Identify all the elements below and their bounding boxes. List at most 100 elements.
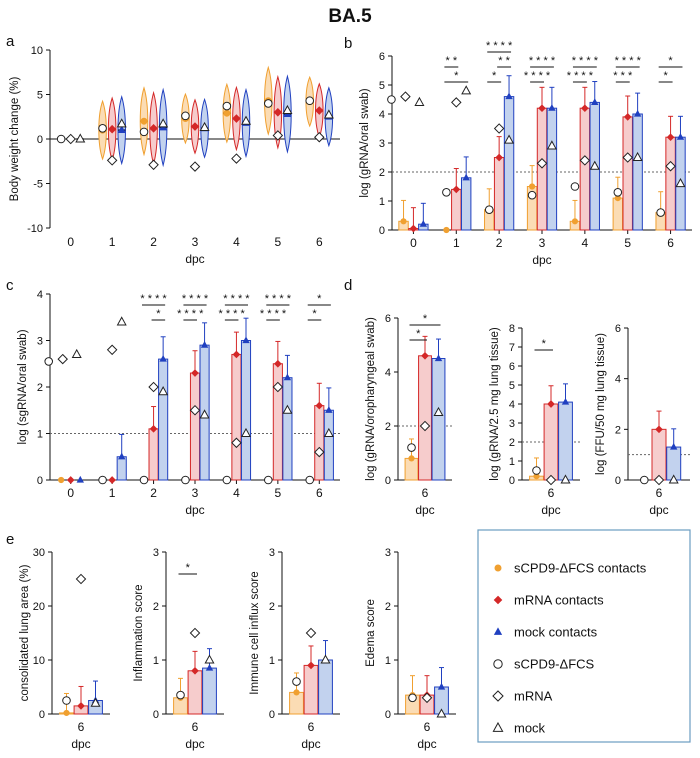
control-point bbox=[493, 123, 505, 134]
y-tick-label: 1 bbox=[269, 655, 275, 667]
x-tick-label: 5 bbox=[624, 236, 631, 250]
bar bbox=[404, 457, 419, 481]
bar bbox=[303, 664, 319, 715]
data-point bbox=[408, 455, 415, 462]
control-point bbox=[484, 205, 494, 214]
significance-label: * bbox=[668, 55, 673, 67]
data-point bbox=[495, 153, 503, 162]
significance-label: * bbox=[423, 313, 428, 325]
bar bbox=[323, 409, 334, 481]
control-point bbox=[116, 118, 127, 128]
control-point bbox=[656, 208, 665, 217]
data-point bbox=[66, 476, 75, 484]
y-tick-label: 3 bbox=[37, 336, 43, 348]
panel-a: a -10 -5 0 5 10 0 1 2 3 4 5 6 dpc Body weight change (… bbox=[6, 33, 340, 266]
data-point bbox=[633, 109, 642, 117]
bar bbox=[543, 403, 559, 481]
data-point bbox=[400, 218, 407, 225]
control-point bbox=[189, 161, 201, 172]
data-point bbox=[232, 114, 241, 123]
bar bbox=[116, 456, 127, 481]
data-point bbox=[421, 351, 429, 360]
significance-label: * bbox=[312, 308, 317, 320]
data-point bbox=[315, 401, 324, 410]
control-point bbox=[222, 101, 232, 111]
control-point bbox=[116, 316, 127, 326]
data-point bbox=[437, 682, 446, 690]
y-axis-label: Edema score bbox=[365, 599, 377, 667]
y-tick-label: 7 bbox=[509, 342, 515, 354]
x-tick-label: 1 bbox=[453, 236, 460, 250]
control-point bbox=[75, 573, 87, 585]
x-axis-label: dpc bbox=[71, 737, 90, 751]
y-tick-label: 2 bbox=[269, 601, 275, 613]
y-tick-label: 10 bbox=[31, 45, 43, 57]
bar bbox=[231, 353, 242, 481]
y-axis-label: log (gRNA/oral swab) bbox=[359, 88, 371, 197]
legend-marker bbox=[493, 659, 503, 669]
x-axis-label: dpc bbox=[417, 737, 436, 751]
y-tick-label: 6 bbox=[385, 313, 391, 325]
data-point bbox=[149, 124, 158, 133]
y-tick-label: 2 bbox=[385, 601, 391, 613]
data-point bbox=[118, 452, 126, 460]
legend-marker bbox=[493, 627, 503, 635]
bar bbox=[622, 116, 633, 231]
panel-letter: e bbox=[6, 531, 14, 548]
legend-marker bbox=[494, 564, 502, 572]
x-tick-label: 6 bbox=[316, 235, 323, 249]
y-axis-label: Body weight change (%) bbox=[9, 77, 21, 202]
y-tick-label: 0 bbox=[379, 225, 385, 237]
y-tick-label: 3 bbox=[385, 547, 391, 559]
x-tick-label: 2 bbox=[150, 486, 157, 500]
data-point bbox=[538, 104, 546, 113]
y-tick-label: 1 bbox=[509, 456, 515, 468]
panel-e-3: 0 1 2 3 6 dpc Immune cell influx score bbox=[249, 547, 340, 751]
control-point bbox=[433, 406, 444, 417]
legend-marker bbox=[492, 721, 504, 732]
bar bbox=[148, 428, 159, 481]
control-point bbox=[282, 104, 293, 115]
control-point bbox=[272, 130, 284, 141]
x-tick-label: 3 bbox=[192, 235, 199, 249]
control-point bbox=[570, 182, 580, 191]
significance-label: * bbox=[186, 562, 191, 574]
control-point bbox=[305, 96, 315, 106]
data-point bbox=[190, 122, 200, 131]
y-axis-label: log (gRNA/oropharyngeal swab) bbox=[365, 317, 377, 481]
significance-label: * * bbox=[446, 55, 458, 67]
x-axis-label: dpc bbox=[541, 503, 560, 517]
control-point bbox=[240, 115, 252, 125]
significance-label: * bbox=[663, 70, 668, 82]
x-tick-label: 6 bbox=[667, 236, 674, 250]
y-tick-label: 2 bbox=[153, 601, 159, 613]
x-tick-label: 3 bbox=[539, 236, 546, 250]
y-tick-label: 4 bbox=[379, 109, 385, 121]
control-point bbox=[536, 158, 548, 169]
data-point bbox=[443, 226, 450, 234]
data-point bbox=[77, 702, 85, 710]
x-tick-label: 6 bbox=[424, 720, 431, 734]
legend-label: sCPD9-ΔFCS bbox=[514, 657, 595, 672]
bar bbox=[651, 428, 667, 481]
bar bbox=[272, 363, 283, 481]
y-tick-label: 6 bbox=[379, 51, 385, 63]
data-point bbox=[283, 373, 292, 381]
legend-marker bbox=[492, 690, 504, 702]
control-point bbox=[504, 134, 515, 144]
panel-d-1: d 0 2 4 6 6 dpc log (gRNA/oropharyngeal swab) ** bbox=[344, 277, 452, 517]
y-tick-label: 3 bbox=[153, 547, 159, 559]
panel-letter: b bbox=[344, 35, 352, 52]
x-tick-label: 4 bbox=[233, 235, 240, 249]
y-tick-label: 2 bbox=[509, 437, 515, 449]
legend-box bbox=[477, 529, 691, 743]
x-axis-label: dpc bbox=[415, 503, 434, 517]
control-point bbox=[263, 475, 273, 485]
data-point bbox=[140, 117, 148, 125]
y-tick-label: 0 bbox=[39, 709, 45, 721]
data-point bbox=[191, 666, 199, 675]
significance-label: * * * * bbox=[529, 55, 556, 67]
control-point bbox=[106, 155, 118, 166]
bar bbox=[158, 358, 169, 481]
y-axis-label: log (sgRNA/oral swab) bbox=[17, 329, 29, 444]
